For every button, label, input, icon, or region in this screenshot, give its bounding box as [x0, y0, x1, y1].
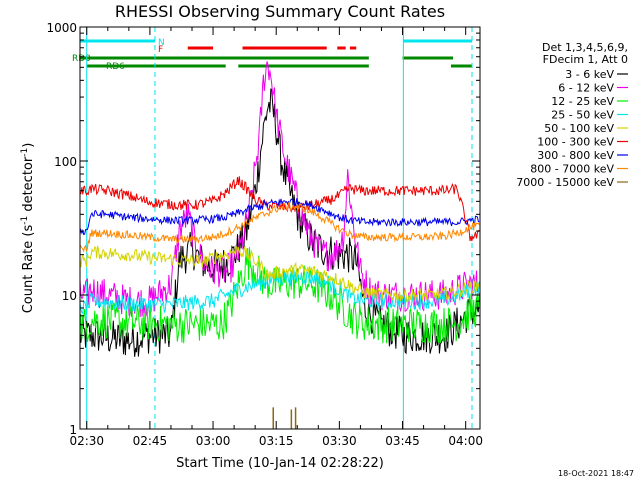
legend-label-100-300-kev: 100 - 300 keV — [537, 136, 614, 149]
y-tick-label-10: 10 — [62, 289, 77, 303]
series-line-100-300-kev — [79, 176, 480, 242]
legend-header-line: Det 1,3,4,5,6,9, — [542, 41, 628, 54]
chart-title: RHESSI Observing Summary Count Rates — [115, 2, 445, 21]
x-tick-label-04-00: 04:00 — [448, 434, 483, 448]
y-tick-label-1000: 1000 — [46, 21, 77, 35]
high-energy-spikes — [272, 407, 297, 429]
legend: Det 1,3,4,5,6,9,FDecim 1, Att 0 3 - 6 keV… — [516, 41, 628, 189]
legend-label-3-6-kev: 3 - 6 keV — [565, 68, 614, 81]
y-axis-label-mid: detector — [21, 156, 36, 216]
y-axis-label-end: ) — [21, 143, 36, 148]
y-axis-label-sup1: -1 — [20, 216, 30, 225]
y-axis-label-main: Count Rate (s — [21, 225, 36, 314]
legend-label-50-100-kev: 50 - 100 keV — [544, 122, 614, 135]
series-line-3-6-kev — [79, 88, 480, 357]
timestamp: 18-Oct-2021 18:47 — [558, 469, 634, 478]
legend-label-25-50-kev: 25 - 50 keV — [551, 109, 614, 122]
series-line-300-800-kev — [79, 198, 480, 236]
y-tick-label-100: 100 — [54, 155, 77, 169]
series-line-800-7000-kev — [79, 201, 480, 253]
legend-label-6-12-kev: 6 - 12 keV — [558, 82, 614, 95]
legend-label-12-25-kev: 12 - 25 keV — [551, 95, 614, 108]
legend-header-line: FDecim 1, Att 0 — [543, 53, 628, 66]
plot-frame — [79, 26, 481, 430]
y-axis: 1 10 100 1000 — [46, 21, 480, 437]
legend-label-800-7000-kev: 800 - 7000 keV — [530, 163, 614, 176]
flag-label-n: N — [158, 38, 165, 48]
flag-bars: NF RD0 RD6 — [72, 38, 472, 72]
x-tick-label-03-45: 03:45 — [385, 434, 420, 448]
y-tick-label-1: 1 — [69, 423, 77, 437]
y-axis-label-sup2: -1 — [20, 148, 30, 157]
series-lines — [79, 61, 480, 357]
series-line-50-100-kev — [79, 244, 480, 303]
y-axis-label: Count Rate (s-1 detector-1) — [20, 143, 36, 314]
x-tick-label-03-30: 03:30 — [322, 434, 357, 448]
legend-label-300-800-kev: 300 - 800 keV — [537, 149, 614, 162]
x-tick-label-03-15: 03:15 — [259, 434, 294, 448]
x-tick-label-02-30: 02:30 — [69, 434, 104, 448]
x-axis: 02:30 02:45 03:00 03:15 03:30 03:45 04:00 — [69, 27, 483, 448]
flag-label-rd0: RD0 — [72, 54, 91, 64]
legend-label-7000-15000-kev: 7000 - 15000 keV — [516, 176, 614, 189]
flag-label-rd6: RD6 — [106, 62, 125, 72]
flag-label-f: F — [158, 45, 163, 55]
x-tick-label-03-00: 03:00 — [196, 434, 231, 448]
night-boundary-lines — [86, 27, 473, 429]
x-tick-label-02-45: 02:45 — [133, 434, 168, 448]
x-axis-label: Start Time (10-Jan-14 02:28:22) — [176, 456, 384, 471]
